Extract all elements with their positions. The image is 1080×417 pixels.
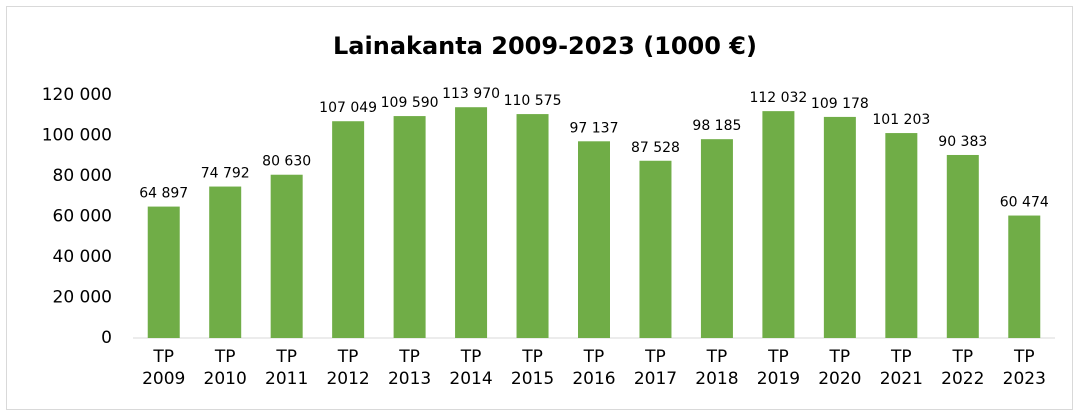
x-tick-label: TP 2020 — [818, 347, 862, 389]
data-label: 80 630 — [262, 154, 311, 170]
data-label: 112 032 — [749, 90, 807, 106]
x-tick-label-box: TP 2009 — [142, 347, 186, 389]
bar — [946, 154, 979, 338]
x-tick-label-box: TP 2016 — [572, 347, 616, 389]
bar — [147, 206, 180, 338]
data-label: 113 970 — [442, 86, 500, 102]
y-tick-label: 100 000 — [42, 126, 112, 146]
data-label: 110 575 — [504, 93, 562, 109]
x-tick-label: TP 2012 — [326, 347, 370, 389]
x-tick-label: TP 2018 — [695, 347, 739, 389]
data-label: 64 897 — [139, 186, 188, 202]
y-tick-label: 120 000 — [42, 85, 112, 105]
x-tick-label: TP 2019 — [756, 347, 801, 389]
x-tick-label-box: TP 2020 — [818, 347, 862, 389]
data-label: 97 137 — [570, 120, 619, 136]
data-label: 90 383 — [938, 134, 987, 150]
x-tick-label: TP 2016 — [572, 347, 616, 389]
x-tick-label-box: TP 2017 — [633, 347, 678, 389]
data-label: 107 049 — [319, 100, 377, 116]
x-tick-label: TP 2022 — [941, 347, 985, 389]
data-label: 98 185 — [692, 118, 741, 134]
y-tick-label: 80 000 — [53, 166, 112, 186]
bar — [700, 139, 733, 338]
x-tick-label: TP 2015 — [510, 347, 555, 389]
x-tick-label-box: TP 2019 — [756, 347, 801, 389]
bar — [885, 133, 918, 338]
x-tick-label-box: TP 2010 — [203, 347, 247, 389]
x-tick-label-box: TP 2012 — [326, 347, 370, 389]
chart-title: Lainakanta 2009-2023 (1000 €) — [333, 32, 757, 60]
x-tick-label-box: TP 2014 — [449, 347, 493, 389]
x-tick-label: TP 2010 — [203, 347, 247, 389]
bar — [516, 114, 549, 338]
y-tick-label: 60 000 — [53, 207, 112, 227]
data-label: 60 474 — [1000, 195, 1049, 211]
x-tick-label: TP 2021 — [879, 347, 923, 389]
bar — [823, 116, 856, 338]
data-label: 87 528 — [631, 140, 680, 156]
bar — [1008, 215, 1041, 338]
x-tick-label: TP 2017 — [633, 347, 678, 389]
x-tick-label: TP 2014 — [449, 347, 493, 389]
x-tick-label-box: TP 2023 — [1002, 347, 1046, 389]
y-tick-label: 20 000 — [53, 288, 112, 308]
bar — [393, 116, 426, 338]
bar — [578, 141, 610, 338]
bar — [455, 107, 488, 338]
x-tick-label-box: TP 2021 — [879, 347, 923, 389]
x-tick-label: TP 2011 — [265, 347, 309, 389]
x-tick-label-box: TP 2013 — [387, 347, 432, 389]
x-tick-label: TP 2009 — [142, 347, 186, 389]
x-tick-label-box: TP 2015 — [510, 347, 555, 389]
x-tick-label: TP 2013 — [387, 347, 432, 389]
x-tick-label-box: TP 2022 — [941, 347, 985, 389]
data-label: 109 590 — [381, 95, 439, 111]
x-tick-label-box: TP 2018 — [695, 347, 739, 389]
y-tick-label: 0 — [101, 328, 112, 348]
bar — [270, 174, 303, 338]
y-tick-label: 40 000 — [53, 247, 112, 267]
x-tick-label: TP 2023 — [1002, 347, 1046, 389]
data-label: 74 792 — [201, 166, 250, 182]
x-tick-label-box: TP 2011 — [265, 347, 309, 389]
bar — [639, 160, 672, 338]
bar — [209, 186, 242, 338]
bar — [762, 111, 795, 339]
bar — [332, 121, 365, 339]
data-label: 109 178 — [811, 96, 869, 112]
data-label: 101 203 — [872, 112, 930, 128]
